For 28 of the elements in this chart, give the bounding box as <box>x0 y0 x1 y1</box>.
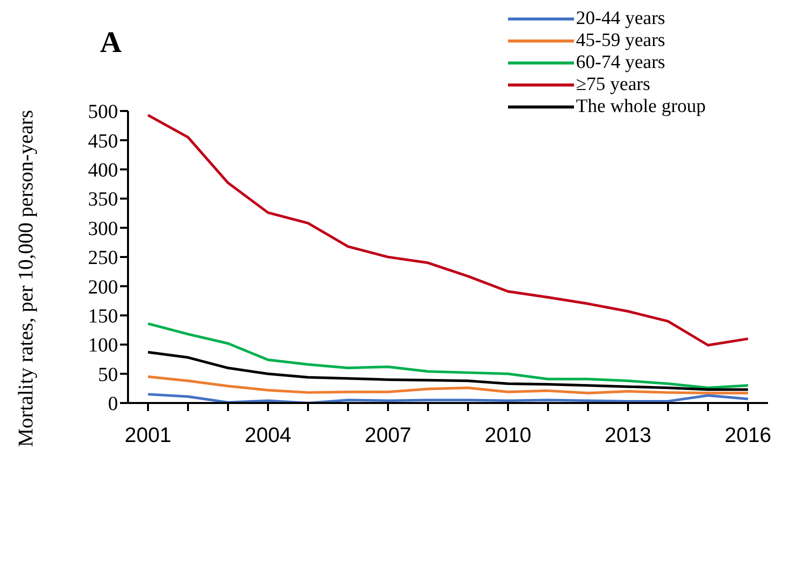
legend-label: 60-74 years <box>576 52 666 74</box>
legend-label: The whole group <box>576 96 706 118</box>
y-tick-label: 50 <box>98 364 118 386</box>
legend-label: 45-59 years <box>576 30 666 52</box>
y-tick-label: 450 <box>88 130 118 152</box>
y-tick-label: 0 <box>108 393 118 416</box>
y-tick-label: 150 <box>88 306 118 328</box>
y-tick-label: 400 <box>88 160 118 182</box>
x-tick-label: 2004 <box>244 424 292 447</box>
y-tick-label: 300 <box>88 218 118 240</box>
x-tick-label: 2001 <box>124 424 172 447</box>
y-tick-label: 100 <box>88 334 118 357</box>
line-series <box>146 350 750 391</box>
y-tick-label: 500 <box>88 101 118 124</box>
line-series <box>146 375 750 394</box>
x-tick-label: 2010 <box>484 424 532 447</box>
y-axis-title: Mortality rates, per 10,000 person-years <box>13 110 38 447</box>
legend-label: 20-44 years <box>576 8 666 30</box>
x-tick-label: 2013 <box>604 424 652 447</box>
y-tick-label: 250 <box>88 247 118 270</box>
x-tick-label: 2016 <box>724 424 772 447</box>
x-tick-label: 2007 <box>364 424 412 447</box>
legend-label: ≥75 years <box>576 74 650 96</box>
y-tick-label: 350 <box>88 188 118 211</box>
line-series <box>146 322 750 390</box>
line-series <box>146 392 750 403</box>
y-tick-label: 200 <box>88 276 118 298</box>
chart-title: A <box>100 26 122 60</box>
